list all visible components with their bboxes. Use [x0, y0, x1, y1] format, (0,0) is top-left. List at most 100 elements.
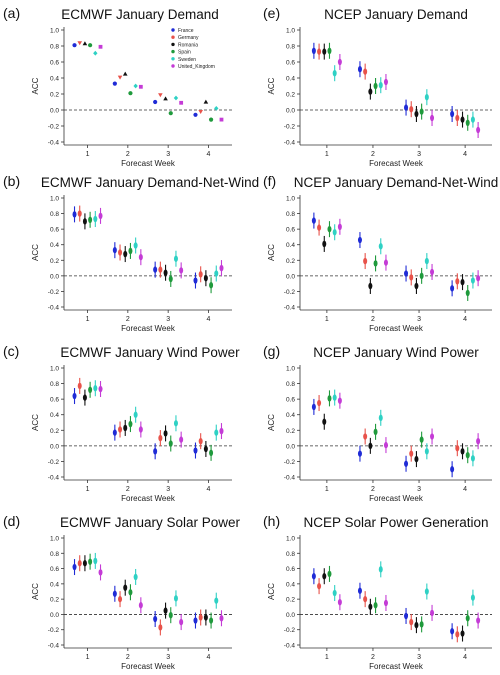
data-point	[404, 104, 409, 111]
y-tick-label: 1.0	[50, 366, 59, 373]
y-tick-label: 1.0	[286, 366, 295, 373]
x-tick-label: 4	[207, 151, 211, 158]
data-point	[455, 631, 460, 638]
chart-title: ECMWF January Demand-Net-Wind	[41, 175, 259, 190]
data-point	[414, 455, 419, 463]
data-point	[93, 385, 98, 392]
data-point	[208, 117, 214, 122]
data-point	[476, 274, 481, 282]
data-point	[203, 614, 208, 621]
data-point	[77, 210, 82, 217]
data-point	[133, 83, 138, 89]
y-tick-label: 0.4	[50, 412, 59, 419]
data-point	[72, 211, 77, 218]
data-point	[118, 249, 123, 256]
data-point	[455, 444, 460, 452]
data-point	[214, 597, 219, 604]
x-tick-label: 3	[166, 654, 170, 661]
y-tick-label: -0.2	[48, 124, 60, 131]
panel-label: (b)	[3, 173, 20, 189]
data-point	[128, 247, 133, 255]
data-point	[450, 466, 455, 473]
chart-title: ECMWF January Demand	[61, 7, 219, 22]
data-point	[460, 116, 465, 123]
y-tick-label: -0.4	[48, 475, 60, 482]
x-axis-label: Forecast Week	[121, 494, 176, 503]
y-tick-label: 1.0	[50, 28, 59, 35]
data-point	[198, 437, 203, 445]
data-point	[168, 111, 173, 116]
data-point	[173, 595, 178, 602]
data-point	[363, 257, 368, 265]
data-point	[163, 430, 168, 437]
data-point	[219, 427, 224, 435]
x-tick-label: 1	[86, 654, 90, 661]
data-point	[133, 573, 138, 581]
data-point	[209, 282, 214, 289]
data-point	[337, 58, 342, 66]
y-tick-label: 1.0	[286, 28, 295, 35]
data-point	[219, 264, 224, 272]
y-tick-label: 0.2	[50, 428, 59, 435]
data-point	[82, 560, 87, 567]
y-tick-label: 0.2	[286, 258, 295, 265]
y-tick-label: -0.4	[48, 140, 60, 147]
legend-marker	[171, 42, 175, 47]
y-tick-label: -0.4	[284, 140, 296, 147]
data-point	[450, 110, 455, 118]
x-tick-label: 4	[463, 654, 467, 661]
chart-panel: (d) ECMWF January Solar Power -0.4 -0.2 0.0 0…	[3, 513, 241, 671]
panel-label: (c)	[3, 343, 19, 359]
data-point	[158, 266, 163, 273]
y-axis-label: ACC	[267, 414, 276, 431]
data-point	[460, 278, 465, 286]
data-point	[122, 71, 128, 76]
data-point	[219, 615, 224, 622]
y-tick-label: 0.2	[50, 92, 59, 99]
x-tick-label: 1	[325, 654, 329, 661]
data-point	[88, 386, 93, 393]
data-point	[88, 43, 93, 48]
y-axis-label: ACC	[31, 77, 40, 94]
data-point	[173, 255, 178, 262]
data-point	[98, 212, 103, 220]
y-tick-label: 0.0	[50, 443, 59, 450]
data-point	[117, 75, 123, 80]
chart-title: ECMWF January Wind Power	[60, 345, 240, 360]
y-tick-label: 1.0	[50, 536, 59, 543]
data-point	[357, 450, 362, 457]
data-point	[72, 392, 77, 400]
y-tick-label: -0.2	[284, 627, 296, 634]
data-point	[203, 99, 209, 104]
x-tick-label: 4	[207, 316, 211, 323]
data-point	[214, 270, 219, 277]
data-point	[317, 399, 322, 407]
y-tick-label: 0.2	[286, 428, 295, 435]
data-point	[179, 267, 184, 274]
x-tick-label: 2	[371, 151, 375, 158]
data-point	[460, 630, 465, 637]
data-point	[203, 274, 208, 282]
data-point	[460, 448, 465, 455]
data-point	[465, 615, 470, 622]
data-point	[470, 277, 475, 284]
y-tick-label: -0.4	[284, 475, 296, 482]
data-point	[424, 94, 429, 101]
y-tick-label: -0.2	[284, 124, 296, 131]
data-point	[77, 560, 82, 567]
data-point	[214, 106, 219, 111]
data-point	[332, 229, 337, 236]
y-tick-label: 0.6	[286, 397, 295, 404]
data-point	[465, 452, 470, 459]
data-point	[118, 426, 123, 433]
y-tick-label: -0.2	[48, 627, 60, 634]
y-axis-label: ACC	[267, 244, 276, 261]
data-point	[88, 216, 93, 223]
data-point	[419, 108, 424, 115]
data-point	[368, 282, 373, 290]
data-point	[337, 599, 342, 606]
chart-title: NCEP January Demand-Net-Wind	[294, 175, 499, 190]
data-point	[419, 621, 424, 628]
